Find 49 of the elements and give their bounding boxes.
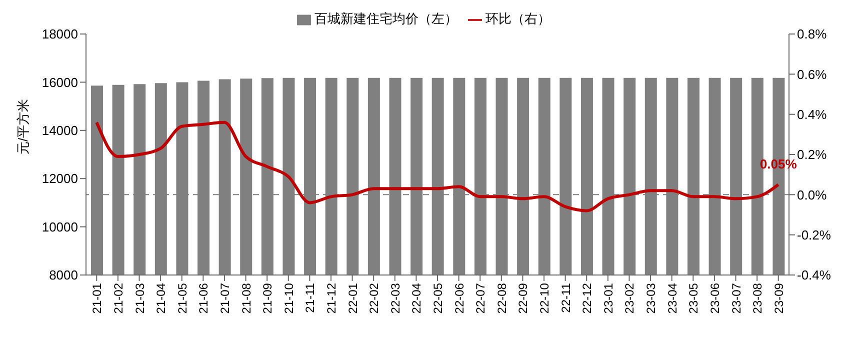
x-tick-label: 22-12: [580, 282, 594, 314]
x-tick-label: 22-07: [474, 282, 488, 314]
x-tick-label: 23-07: [729, 282, 744, 314]
y2-tick-label: -0.2%: [797, 227, 832, 242]
x-tick-label: 23-06: [708, 282, 722, 314]
y-tick-label: 12000: [42, 171, 78, 186]
x-tick-label: 22-08: [494, 282, 509, 314]
x-tick-label: 22-02: [367, 282, 382, 314]
x-tick-label: 21-07: [218, 282, 232, 314]
x-tick-label: 22-11: [558, 282, 573, 313]
x-tick-label: 22-09: [516, 282, 530, 314]
x-tick-label: 23-08: [750, 282, 765, 314]
y2-tick-label: 0.6%: [797, 66, 828, 82]
x-tick-label: 21-02: [111, 282, 126, 314]
x-tick-label: 21-09: [260, 282, 275, 314]
y2-tick-label: 0.4%: [797, 106, 828, 122]
x-tick-label: 21-06: [196, 282, 211, 314]
x-tick-label: 21-10: [282, 282, 296, 314]
y-tick-label: 14000: [42, 123, 78, 138]
y-tick-label: 10000: [42, 219, 78, 234]
y2-tick-label: 0.8%: [797, 26, 828, 42]
x-tick-label: 22-10: [538, 282, 552, 314]
y2-tick-label: 0.0%: [797, 187, 828, 202]
x-tick-label: 23-01: [601, 282, 616, 314]
x-tick-label: 23-05: [686, 282, 701, 314]
x-tick-label: 23-03: [644, 282, 658, 314]
x-tick-label: 21-12: [324, 282, 339, 314]
legend-label: 百城新建住宅均价（左）: [314, 11, 458, 26]
x-tick-label: 23-04: [665, 282, 680, 314]
x-tick-label: 22-06: [452, 282, 466, 314]
x-tick-label: 21-05: [175, 282, 190, 314]
x-tick-label: 21-11: [303, 282, 318, 313]
x-tick-label: 23-02: [622, 282, 637, 314]
x-tick-label: 22-03: [388, 282, 402, 314]
y2-tick-label: -0.4%: [797, 268, 832, 283]
legend-label: 环比（右）: [486, 11, 550, 26]
y-axis-title: 元/平方米: [16, 98, 31, 154]
x-tick-label: 21-03: [132, 282, 147, 314]
x-tick-label: 23-09: [772, 282, 786, 314]
x-tick-label: 22-01: [346, 282, 360, 314]
y2-tick-label: 0.2%: [797, 147, 828, 162]
x-tick-label: 21-01: [90, 282, 104, 314]
x-tick-label: 22-04: [410, 282, 424, 314]
y-tick-label: 8000: [49, 268, 78, 283]
x-tick-label: 22-05: [431, 282, 446, 314]
x-tick-label: 21-04: [154, 282, 168, 314]
y-tick-label: 16000: [42, 74, 78, 90]
x-tick-label: 21-08: [239, 282, 254, 314]
y-tick-label: 18000: [42, 26, 78, 42]
